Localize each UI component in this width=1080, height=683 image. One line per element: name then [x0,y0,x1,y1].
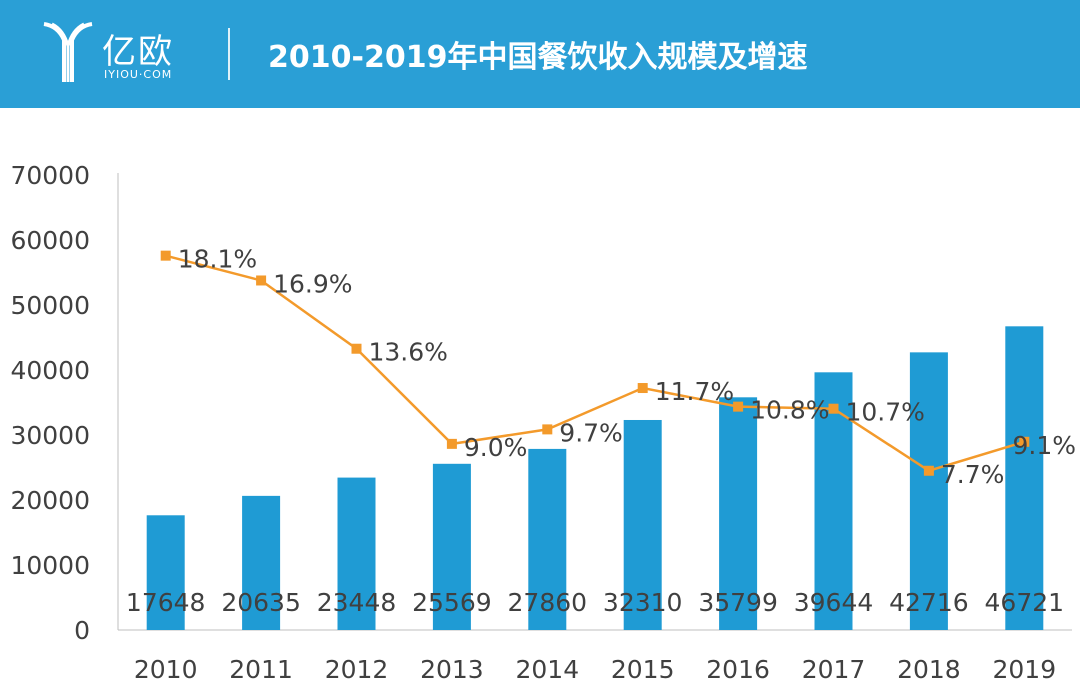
bar [337,477,376,630]
growth-point [446,438,457,449]
bar-value-labels: 17648 20635 23448 25569 27860 32310 35799 39644… [126,588,1064,617]
bar-value-label: 46721 [985,588,1065,617]
y-tick-label: 30000 [10,421,90,450]
growth-point [351,343,362,354]
growth-point [828,403,839,414]
growth-value-label: 11.7% [655,377,734,406]
growth-value-label: 18.1% [178,245,257,274]
y-tick-label: 20000 [10,486,90,515]
x-tick-label: 2012 [325,655,389,683]
growth-point [1019,436,1030,447]
bar-series [146,326,1044,630]
bar-value-label: 17648 [126,588,206,617]
bar [814,372,853,630]
bar [1005,326,1044,630]
growth-value-label: 7.7% [941,460,1005,489]
brand-logo: 亿欧 IYIOU·COM [40,16,220,88]
bar-value-label: 20635 [221,588,301,617]
bar-value-label: 39644 [794,588,874,617]
growth-value-label: 9.0% [464,433,528,462]
y-tick-label: 0 [74,616,90,645]
logo-mark-icon [43,22,93,82]
growth-point [637,383,648,394]
growth-value-label: 16.9% [273,269,352,298]
y-tick-label: 10000 [10,551,90,580]
growth-value-label: 9.1% [1012,431,1076,460]
x-tick-label: 2015 [611,655,675,683]
growth-line [165,254,1025,473]
x-tick-label: 2018 [897,655,961,683]
bar-value-label: 42716 [889,588,969,617]
brand-name: 亿欧 [102,32,174,72]
growth-point [256,275,267,286]
bar-value-label: 25569 [412,588,492,617]
bar [432,463,471,630]
growth-value-label: 10.7% [846,398,925,427]
x-tick-label: 2019 [992,655,1056,683]
bar [146,515,185,630]
bar [623,419,662,630]
brand-domain: IYIOU·COM [104,68,173,81]
growth-line-series [160,250,1030,476]
x-tick-label: 2013 [420,655,484,683]
x-tick-label: 2014 [515,655,579,683]
bar-value-label: 35799 [698,588,778,617]
bar [242,495,281,630]
growth-point [923,465,934,476]
x-tick-label: 2011 [229,655,293,683]
revenue-chart: 0 10000 20000 30000 40000 50000 60000 70000 2010… [10,161,1076,683]
header-divider [228,28,230,80]
bar-value-label: 27860 [508,588,588,617]
bar [719,397,758,630]
growth-value-label: 9.7% [559,418,623,447]
y-tick-label: 50000 [10,291,90,320]
growth-value-label: 13.6% [369,338,448,367]
y-tick-label: 70000 [10,161,90,190]
y-tick-label: 40000 [10,356,90,385]
growth-point [542,424,553,435]
y-tick-label: 60000 [10,226,90,255]
bar-value-label: 23448 [317,588,397,617]
chart-axes: 0 10000 20000 30000 40000 50000 60000 70000 2010… [10,161,1072,683]
growth-value-labels: 18.1% 16.9% 13.6% 9.0% 9.7% 11.7% 10.8% 10.7% 7.… [178,245,1076,489]
header-banner: 亿欧 IYIOU·COM 2010-2019年中国餐饮收入规模及增速 [0,0,1080,108]
bar [909,352,948,630]
growth-point [733,401,744,412]
bar-value-label: 32310 [603,588,683,617]
growth-value-label: 10.8% [750,396,829,425]
x-tick-label: 2017 [802,655,866,683]
bar [528,448,567,630]
chart-title: 2010-2019年中国餐饮收入规模及增速 [268,40,808,75]
growth-point [160,250,171,261]
x-tick-label: 2010 [134,655,198,683]
x-tick-label: 2016 [706,655,770,683]
